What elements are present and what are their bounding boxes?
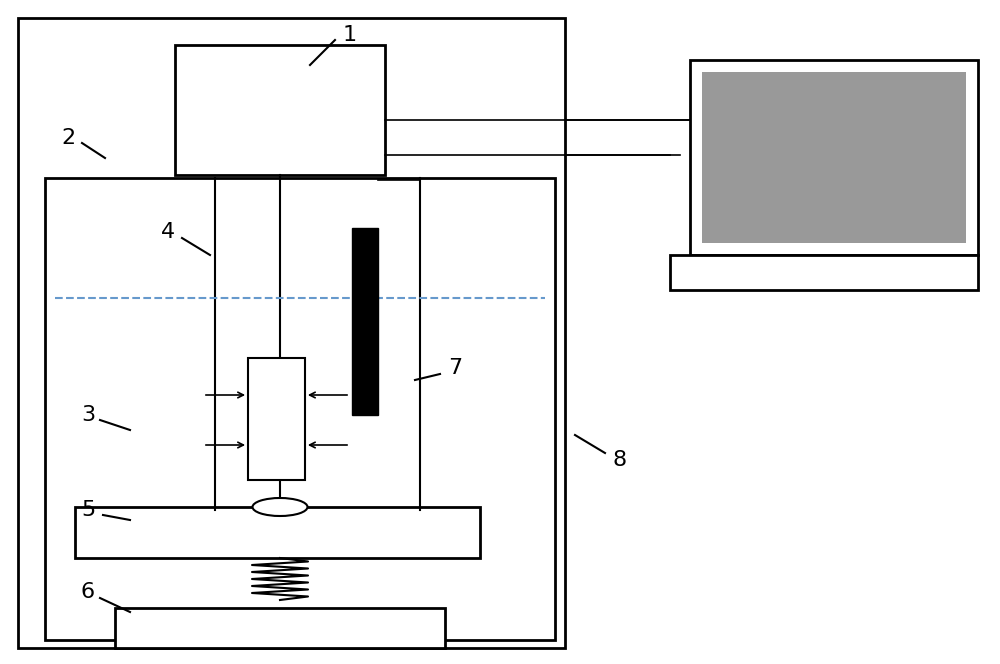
Text: 8: 8 — [613, 450, 627, 470]
Text: 6: 6 — [81, 582, 95, 602]
Text: 5: 5 — [81, 500, 95, 520]
Text: 3: 3 — [81, 405, 95, 425]
Bar — [18, 18, 565, 648]
Bar — [702, 72, 966, 243]
Bar — [352, 228, 378, 415]
Bar — [248, 358, 305, 480]
Bar — [175, 45, 385, 175]
Text: 1: 1 — [343, 25, 357, 45]
Text: 7: 7 — [448, 358, 462, 378]
Ellipse shape — [253, 498, 308, 516]
Bar — [75, 507, 480, 558]
Text: 2: 2 — [61, 128, 75, 148]
Bar — [115, 608, 445, 648]
Bar — [690, 60, 978, 255]
Bar — [670, 255, 978, 290]
Bar — [45, 178, 555, 640]
Text: 4: 4 — [161, 222, 175, 242]
